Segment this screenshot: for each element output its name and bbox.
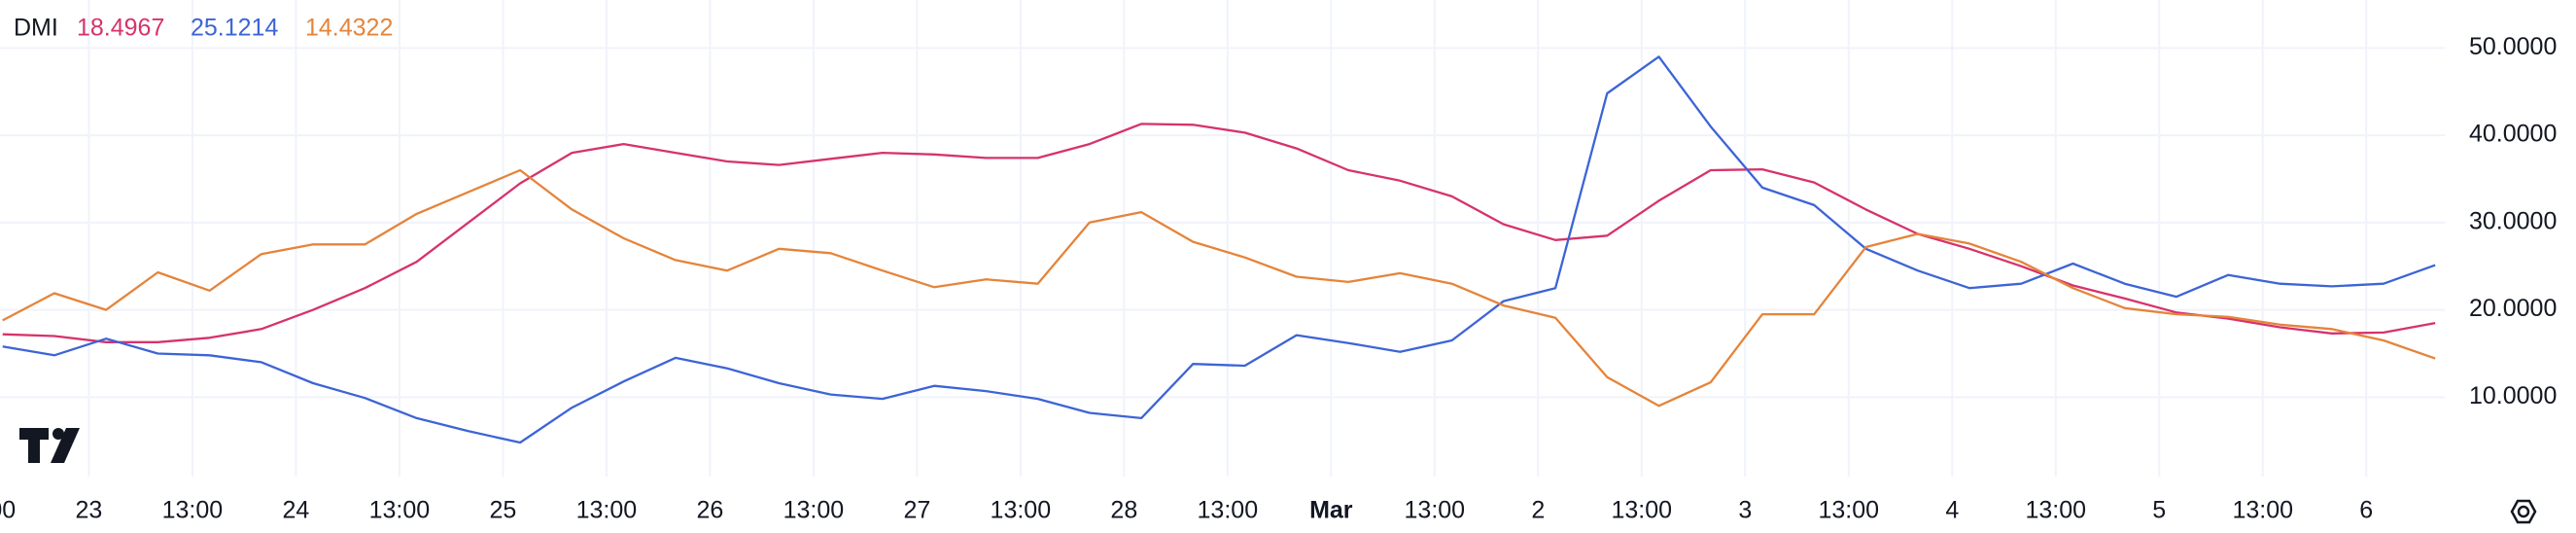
x-tick-label: 27 [903, 497, 930, 524]
x-tick-label: 13:00 [1818, 497, 1879, 524]
x-tick-label: Mar [1309, 497, 1353, 524]
x-tick-label: 25 [489, 497, 516, 524]
y-tick-label: 50.0000 [2469, 33, 2557, 60]
y-tick-label: 10.0000 [2469, 382, 2557, 409]
x-tick-label: 3 [1738, 497, 1752, 524]
indicator-value: 18.4967 [77, 15, 164, 42]
y-tick-label: 30.0000 [2469, 207, 2557, 234]
y-tick-label: 40.0000 [2469, 121, 2557, 148]
x-tick-label: 2 [1531, 497, 1545, 524]
x-tick-label: 24 [282, 497, 309, 524]
x-tick-label: 13:00 [1612, 497, 1673, 524]
x-tick-label: 6 [2359, 497, 2373, 524]
y-tick-label: 20.0000 [2469, 295, 2557, 322]
x-tick-label: 13:00 [162, 497, 224, 524]
dmi-line [2, 123, 2436, 343]
indicator-value: 25.1214 [191, 15, 278, 42]
settings-icon[interactable] [2510, 499, 2537, 524]
x-tick-label: 26 [696, 497, 723, 524]
indicator-value: 14.4322 [305, 15, 393, 42]
tradingview-logo [19, 428, 80, 463]
x-tick-label: 13:00 [2025, 497, 2086, 524]
x-tick-label: 13:00 [576, 497, 638, 524]
x-tick-label: 13:00 [369, 497, 431, 524]
x-tick-label: 13:00 [0, 497, 16, 524]
dmi-line [2, 55, 2436, 444]
x-tick-label: 5 [2152, 497, 2166, 524]
x-tick-label: 4 [1945, 497, 1959, 524]
dmi-line [2, 168, 2436, 408]
x-tick-label: 13:00 [991, 497, 1052, 524]
x-tick-label: 13:00 [2232, 497, 2293, 524]
x-tick-label: 23 [75, 497, 102, 524]
x-tick-label: 13:00 [783, 497, 845, 524]
grid [0, 0, 2445, 477]
x-tick-label: 13:00 [1198, 497, 1259, 524]
x-tick-label: 28 [1110, 497, 1137, 524]
x-tick-label: 13:00 [1405, 497, 1466, 524]
indicator-title: DMI [14, 15, 58, 42]
lines [2, 55, 2436, 444]
